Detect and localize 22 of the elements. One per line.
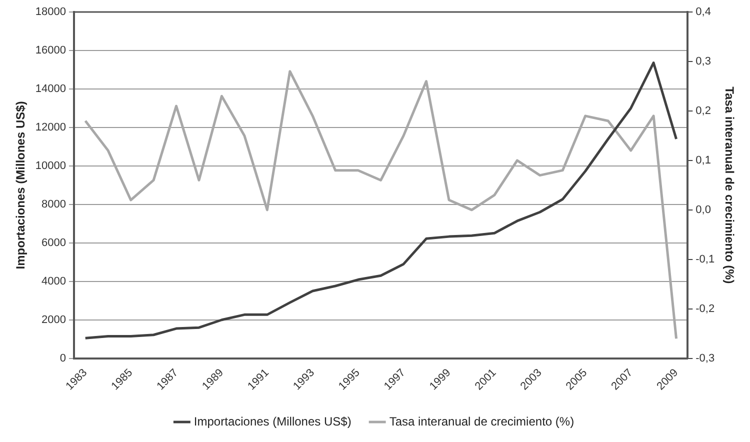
y-tick-label: 16000: [35, 44, 66, 57]
y2-tick-label: -0,1: [696, 253, 715, 266]
y-tick-label: 8000: [42, 198, 66, 210]
legend-label: Importaciones (Millones US$): [194, 414, 352, 428]
y2-axis-title: Tasa interanual de crecimiento (%): [722, 86, 736, 284]
y2-tick-label: -0,2: [696, 302, 715, 315]
y2-tick-label: 0,0: [696, 204, 711, 216]
y2-tick-label: 0,1: [696, 154, 711, 166]
y2-tick-label: -0,3: [696, 352, 715, 364]
legend-label: Tasa interanual de crecimiento (%): [389, 414, 574, 428]
y-tick-label: 18000: [35, 6, 66, 18]
y-tick-label: 0: [60, 352, 66, 364]
y2-tick-label: 0,4: [696, 6, 711, 18]
y-tick-label: 2000: [42, 314, 66, 326]
y2-tick-label: 0,3: [696, 56, 711, 68]
y-tick-label: 4000: [42, 275, 66, 288]
y-tick-label: 6000: [42, 236, 66, 249]
y2-tick-label: 0,2: [696, 104, 711, 117]
y-tick-label: 10000: [35, 160, 66, 172]
y-tick-label: 12000: [35, 121, 66, 134]
y-axis-title: Importaciones (Millones US$): [14, 101, 28, 270]
y-tick-label: 14000: [35, 83, 66, 95]
